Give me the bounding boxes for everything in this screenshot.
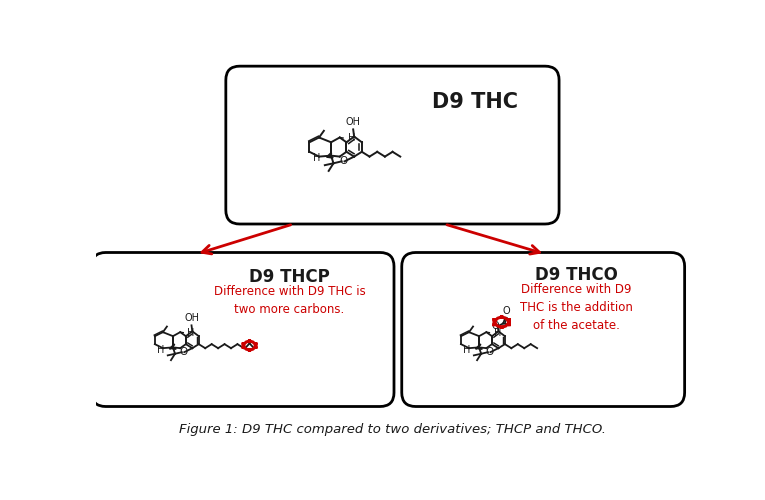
FancyBboxPatch shape [226, 66, 559, 224]
Text: O: O [179, 347, 187, 357]
Text: H: H [187, 328, 195, 338]
Text: D9 THC: D9 THC [432, 92, 519, 112]
Text: Difference with D9
THC is the addition
of the acetate.: Difference with D9 THC is the addition o… [519, 284, 633, 333]
FancyBboxPatch shape [402, 252, 685, 406]
Text: O: O [485, 347, 493, 357]
Text: Figure 1: D9 THC compared to two derivatives; THCP and THCO.: Figure 1: D9 THC compared to two derivat… [179, 424, 606, 436]
Text: O: O [503, 306, 510, 316]
Text: OH: OH [184, 313, 199, 323]
Text: H: H [313, 154, 321, 164]
Text: O: O [339, 156, 347, 166]
Text: H: H [348, 134, 356, 143]
Text: O: O [491, 320, 499, 330]
Text: Difference with D9 THC is
two more carbons.: Difference with D9 THC is two more carbo… [213, 285, 365, 316]
Text: H: H [493, 328, 501, 338]
Text: H: H [463, 345, 470, 355]
Text: H: H [157, 345, 164, 355]
Text: OH: OH [346, 116, 360, 126]
Text: D9 THCO: D9 THCO [535, 266, 617, 284]
Text: D9 THCP: D9 THCP [249, 268, 330, 286]
FancyBboxPatch shape [92, 252, 394, 406]
